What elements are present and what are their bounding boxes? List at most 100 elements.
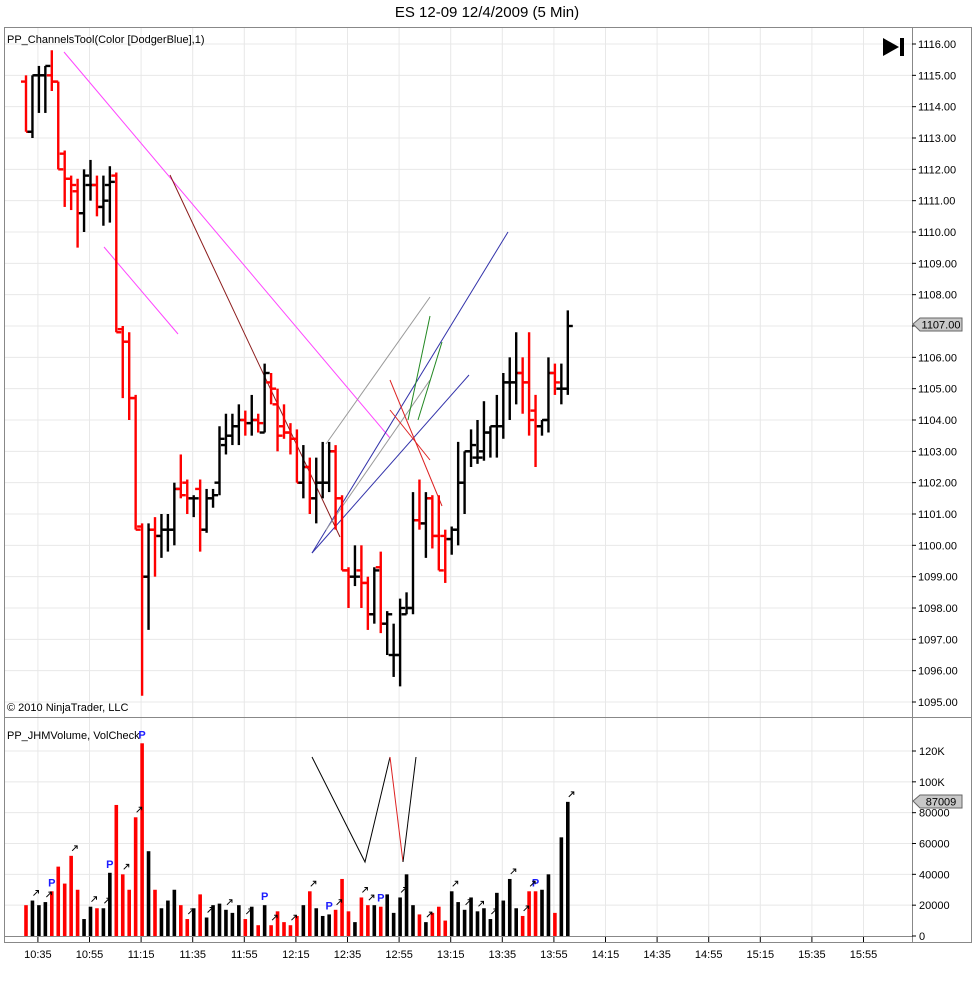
arrow-marker-icon [510,868,517,875]
volume-bar [566,801,570,936]
volume-bar [224,909,228,936]
grid [5,28,912,936]
volume-bar [56,866,61,936]
blue-channel-upper [311,231,509,554]
volume-bar [114,804,119,936]
volume-wave-black-2 [402,756,417,863]
volume-bar [546,874,551,936]
volume-wave-black [311,756,391,864]
ohlc-bar [104,166,115,223]
arrow-marker-icon [368,894,375,901]
volume-bar [437,906,441,936]
arrow-marker-icon [568,791,575,798]
volume-tick-label: 120K [919,746,945,758]
volume-bar [308,891,312,936]
ohlc-bar [124,332,135,420]
volume-bar [243,919,248,936]
ohlc-bar [117,326,128,399]
time-tick-label: 12:15 [282,949,310,961]
ohlc-bar [201,488,212,533]
volume-bar [166,900,170,936]
arrow-marker-icon [336,899,343,906]
volume-bar [340,878,344,936]
time-tick-label: 11:55 [231,949,258,961]
volume-tick-label: 80000 [919,808,950,820]
volume-bar [346,911,351,936]
ohlc-bar [266,373,277,405]
price-tick-label: 1095.00 [918,697,958,709]
ohlc-bar [162,514,173,552]
ohlc-bar [40,64,51,113]
ohlc-bar [472,420,483,464]
ohlc-bar [427,495,438,549]
ohlc-bar [530,394,541,467]
arrow-marker-icon [226,899,233,906]
ohlc-bar [382,611,393,655]
volume-bar [449,891,454,936]
price-axis: 1095.00 1096.00 1097.00 1098.00 1099.00 1100.… [912,39,958,709]
price-tick-label: 1111.00 [918,196,955,208]
arrow-marker-icon [310,880,317,887]
arrow-marker-icon [478,900,484,907]
volume-bar [75,889,80,936]
volume-bar [127,889,131,936]
time-tick-label: 14:55 [695,949,723,961]
price-tick-label: 1114.00 [918,102,956,114]
ohlc-bar [395,598,406,687]
price-tick-label: 1113.00 [918,133,956,145]
ohlc-bar [375,551,386,634]
skip-to-end-icon[interactable] [883,38,904,56]
ohlc-bar [388,623,399,677]
volume-bar [398,897,402,936]
volume-bar [62,883,67,936]
ohlc-bar [362,576,373,630]
volume-bar [520,915,525,936]
price-tick-label: 1101.00 [918,509,957,521]
ohlc-bar [175,454,186,499]
panel-frames [4,27,972,943]
volume-tick-label: 100K [919,777,945,789]
arrow-marker-icon [523,905,530,912]
volume-indicator-label: PP_JHMVolume, VolCheck [7,730,140,742]
volume-bar [140,743,144,936]
time-axis: 10:35 10:55 11:15 11:35 11:55 12:15 12:35 12:55… [24,937,877,961]
volume-tick-label: 0 [919,931,925,943]
time-tick-label: 11:35 [179,949,206,961]
volume-bar [391,912,396,936]
arrow-marker-icon [426,911,433,918]
ohlc-bar [33,65,44,113]
ohlc-bar [182,479,193,514]
arrow-marker-icon [91,896,97,903]
volume-bar [30,900,35,936]
volume-bar [469,897,473,936]
ohlc-bar [543,357,554,433]
arrow-marker-icon [529,880,536,887]
volume-bar [108,872,112,936]
ohlc-bar [21,75,31,133]
time-tick-label: 14:15 [592,949,620,961]
volume-bar [514,908,518,936]
volume-bar [185,919,190,936]
ohlc-bar [130,394,141,531]
price-bars [21,50,573,696]
volume-bar [353,922,357,936]
price-tick-label: 1104.00 [918,415,957,427]
volume-bar [204,917,209,936]
volume-bar [153,889,157,936]
volume-bar [417,914,422,936]
volume-bar [120,874,125,936]
ohlc-bar [298,445,309,499]
volume-bars [24,743,570,936]
ohlc-bar [453,441,464,546]
volume-bar [262,905,267,936]
volume-axis: 0 20000 40000 60000 80000 100K 120K [912,746,950,943]
volume-bar [256,925,260,936]
ohlc-bar [549,363,560,395]
price-indicator-label: PP_ChannelsTool(Color [DodgerBlue],1) [7,34,205,46]
volume-bar [488,919,493,936]
volume-bar [82,919,86,936]
price-tick-label: 1096.00 [918,666,958,678]
